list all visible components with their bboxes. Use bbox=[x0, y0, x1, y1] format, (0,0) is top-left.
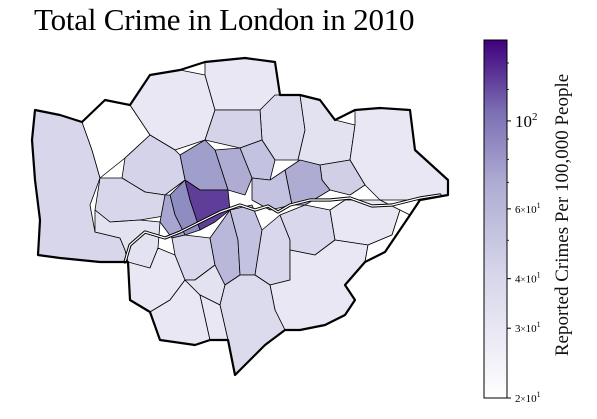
borough-westminster bbox=[184, 179, 231, 231]
colorbar-tick-label: 102 bbox=[515, 111, 538, 131]
london-borough-map bbox=[30, 56, 450, 377]
colorbar-tick-label: 3×101 bbox=[515, 320, 541, 335]
colorbar-label: Reported Crimes Per 100,000 People bbox=[552, 73, 573, 357]
colorbar-tick-label: 6×101 bbox=[515, 201, 541, 216]
river-thames-inner bbox=[124, 194, 441, 263]
london-outline bbox=[30, 56, 450, 377]
colorbar-gradient bbox=[483, 39, 508, 399]
borough-havering bbox=[349, 107, 449, 201]
borough-haringey bbox=[204, 109, 263, 149]
colorbar-ticks: 2×101 3×101 4×101 6×101 102 bbox=[507, 62, 541, 405]
map-title: Total Crime in London in 2010 bbox=[34, 2, 415, 37]
borough-redbridge bbox=[297, 94, 356, 166]
colorbar-tick-label: 2×101 bbox=[515, 390, 541, 405]
colorbar-tick-label: 4×101 bbox=[515, 271, 541, 286]
